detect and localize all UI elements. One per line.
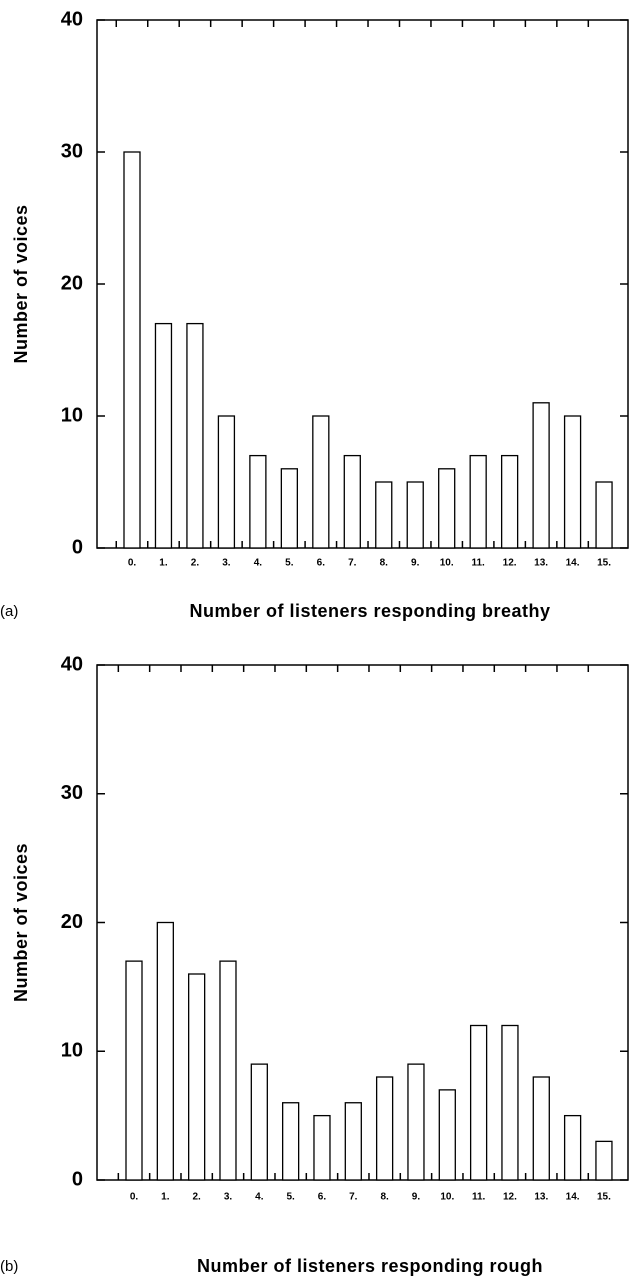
y-tick-label: 40	[61, 653, 83, 675]
bar	[280, 468, 299, 549]
x-tick-label: 13.	[534, 1192, 548, 1203]
y-axis-label: Number of voices	[11, 204, 31, 363]
y-tick-label: 10	[61, 404, 83, 426]
y-tick-label: 10	[61, 1040, 83, 1062]
panel-label: (a)	[0, 603, 18, 620]
x-tick-label: 15.	[597, 1192, 611, 1203]
x-tick-label: 0.	[130, 1192, 139, 1203]
bar	[156, 921, 174, 1181]
y-tick-label: 20	[61, 911, 83, 933]
x-tick-label: 1.	[159, 558, 168, 569]
y-tick-label: 0	[72, 1168, 83, 1190]
x-tick-label: 11.	[472, 1192, 486, 1203]
x-tick-label: 14.	[566, 1192, 580, 1203]
x-tick-label: 12.	[503, 1192, 517, 1203]
x-tick-label: 0.	[128, 558, 137, 569]
bar	[469, 454, 487, 549]
bar	[217, 415, 236, 549]
bar	[313, 1114, 331, 1181]
x-tick-label: 15.	[597, 558, 611, 569]
bar	[532, 1076, 550, 1181]
bar	[186, 322, 204, 549]
x-tick-label: 5.	[285, 558, 294, 569]
bar	[532, 402, 550, 549]
x-axis-label: Number of listeners responding breathy	[189, 601, 550, 621]
x-tick-label: 3.	[222, 558, 231, 569]
y-tick-label: 30	[61, 782, 83, 804]
x-tick-label: 5.	[286, 1192, 295, 1203]
y-tick-label: 20	[61, 272, 83, 294]
bar	[281, 1102, 300, 1181]
x-tick-label: 2.	[191, 558, 200, 569]
bar	[438, 1089, 456, 1181]
bar	[375, 1076, 394, 1181]
y-axis-label: Number of voices	[11, 843, 31, 1002]
bar	[563, 1114, 582, 1181]
y-tick-label: 30	[61, 140, 83, 162]
bar	[188, 973, 206, 1181]
bar	[375, 481, 393, 549]
x-tick-label: 4.	[254, 558, 263, 569]
bar	[250, 1063, 268, 1181]
x-tick-label: 1.	[161, 1192, 170, 1203]
bar	[469, 1024, 488, 1181]
bar	[563, 415, 582, 549]
x-tick-label: 14.	[566, 558, 580, 569]
x-tick-label: 10.	[440, 558, 454, 569]
x-tick-label: 9.	[412, 1192, 421, 1203]
x-tick-label: 8.	[380, 558, 389, 569]
bar	[219, 960, 237, 1181]
x-tick-label: 10.	[440, 1192, 454, 1203]
bar	[595, 481, 613, 549]
x-tick-label: 4.	[255, 1192, 264, 1203]
x-tick-label: 11.	[471, 558, 485, 569]
bar	[595, 1140, 613, 1181]
bar	[438, 468, 456, 549]
bar	[500, 454, 519, 549]
y-tick-label: 40	[61, 8, 83, 30]
x-tick-label: 13.	[534, 558, 548, 569]
bar	[501, 1024, 519, 1181]
bar	[125, 960, 143, 1181]
x-tick-label: 9.	[411, 558, 420, 569]
x-tick-label: 12.	[503, 558, 517, 569]
bar	[154, 322, 173, 549]
panel-label: (b)	[0, 1258, 18, 1275]
x-tick-label: 7.	[348, 558, 357, 569]
bar	[344, 1102, 362, 1181]
bar	[123, 151, 141, 549]
y-tick-label: 0	[72, 536, 83, 558]
x-axis-label: Number of listeners responding rough	[197, 1256, 543, 1276]
x-tick-label: 7.	[349, 1192, 358, 1203]
bar	[249, 454, 267, 549]
bar	[312, 415, 330, 549]
x-tick-label: 8.	[380, 1192, 389, 1203]
bar	[407, 1063, 425, 1181]
x-tick-label: 6.	[318, 1192, 327, 1203]
x-tick-label: 3.	[224, 1192, 233, 1203]
x-tick-label: 6.	[317, 558, 326, 569]
bar	[343, 454, 361, 549]
x-tick-label: 2.	[192, 1192, 201, 1203]
bar	[406, 481, 424, 549]
